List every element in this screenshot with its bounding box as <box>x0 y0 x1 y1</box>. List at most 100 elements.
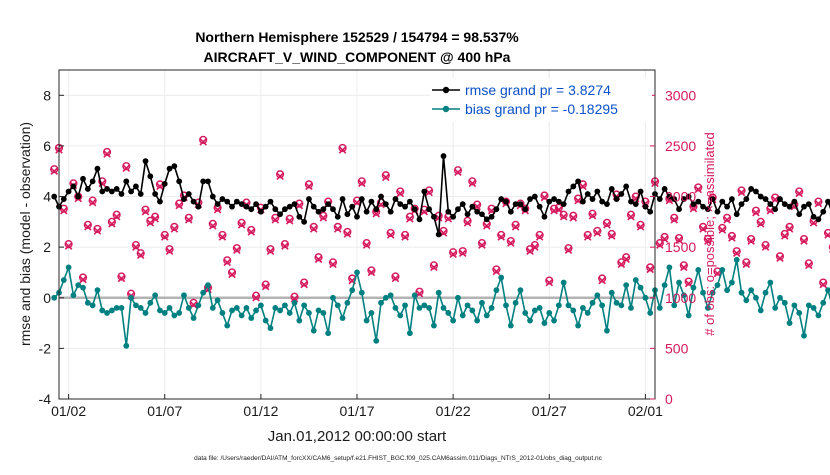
bias-point <box>662 282 668 288</box>
rmse-point <box>787 204 793 210</box>
bias-point <box>282 302 288 308</box>
rmse-point <box>224 199 230 205</box>
bias-point <box>513 300 519 306</box>
bias-point <box>479 300 485 306</box>
rmse-point <box>75 194 81 200</box>
right-tick-label-3: 1500 <box>665 239 696 255</box>
bias-point <box>325 330 331 336</box>
bias-point <box>388 292 394 298</box>
rmse-point <box>657 196 663 202</box>
rmse-point <box>465 211 471 217</box>
bias-point <box>580 305 586 311</box>
rmse-point <box>604 201 610 207</box>
rmse-point <box>162 181 168 187</box>
bias-point <box>469 308 475 314</box>
bias-point <box>599 302 605 308</box>
rmse-point <box>594 189 600 195</box>
rmse-point <box>181 196 187 202</box>
bias-point <box>340 315 346 321</box>
rmse-point <box>431 214 437 220</box>
rmse-point <box>570 184 576 190</box>
bias-point <box>575 323 581 329</box>
bias-point <box>147 300 153 306</box>
rmse-point <box>119 191 125 197</box>
bias-point <box>186 305 192 311</box>
bias-point <box>518 287 524 293</box>
bias-point <box>791 302 797 308</box>
rmse-point <box>806 201 812 207</box>
rmse-point <box>609 186 615 192</box>
bias-point <box>489 305 495 311</box>
bias-point <box>436 290 442 296</box>
bias-point <box>287 310 293 316</box>
rmse-point <box>743 196 749 202</box>
rmse-point <box>186 191 192 197</box>
chart-title-line2: AIRCRAFT_V_WIND_COMPONENT @ 400 hPa <box>204 49 511 65</box>
bias-point <box>335 302 341 308</box>
chart-title-line1: Northern Hemisphere 152529 / 154794 = 98… <box>195 29 519 45</box>
rmse-point <box>739 201 745 207</box>
rmse-point <box>306 196 312 202</box>
bias-point <box>811 305 817 311</box>
bias-point <box>743 297 749 303</box>
bias-point <box>359 290 365 296</box>
rmse-point <box>633 201 639 207</box>
left-axis-label: rmse and bias (model - observation) <box>17 122 33 346</box>
bias-point <box>455 295 461 301</box>
rmse-point <box>378 194 384 200</box>
bias-point <box>412 292 418 298</box>
bias-point <box>633 277 639 283</box>
rmse-point <box>205 178 211 184</box>
rmse-point <box>542 214 548 220</box>
bias-point <box>546 310 552 316</box>
bias-point <box>248 315 254 321</box>
bias-point <box>801 333 807 339</box>
bias-point <box>364 318 370 324</box>
bias-point <box>191 315 197 321</box>
bias-point <box>498 275 504 281</box>
bias-point <box>739 290 745 296</box>
rmse-point <box>258 209 264 215</box>
right-tick-label-0: 0 <box>665 391 673 407</box>
bias-point <box>205 282 211 288</box>
rmse-point <box>90 178 96 184</box>
rmse-point <box>176 178 182 184</box>
rmse-point <box>676 206 682 212</box>
bias-point <box>181 292 187 298</box>
bias-point <box>537 305 543 311</box>
left-tick-label-5: 6 <box>43 138 51 154</box>
bias-point <box>542 320 548 326</box>
bias-point <box>95 287 101 293</box>
bias-point <box>556 302 562 308</box>
rmse-point <box>311 204 317 210</box>
rmse-point <box>268 199 274 205</box>
rmse-point <box>561 201 567 207</box>
bias-point <box>90 302 96 308</box>
rmse-point <box>296 214 302 220</box>
x-tick-label-3: 01/17 <box>339 403 374 419</box>
rmse-point <box>292 201 298 207</box>
bias-point <box>320 310 326 316</box>
rmse-point <box>445 209 451 215</box>
rmse-point <box>566 189 572 195</box>
bias-point <box>268 325 274 331</box>
bias-point <box>816 313 822 319</box>
rmse-point <box>330 206 336 212</box>
bias-point <box>695 267 701 273</box>
x-tick-label-0: 01/02 <box>51 403 86 419</box>
bias-point <box>123 343 129 349</box>
rmse-point <box>455 206 461 212</box>
bias-point <box>503 302 509 308</box>
rmse-point <box>479 211 485 217</box>
bias-point <box>344 300 350 306</box>
rmse-point <box>393 196 399 202</box>
rmse-point <box>489 214 495 220</box>
bias-point <box>642 295 648 301</box>
rmse-point <box>123 178 129 184</box>
bias-point <box>590 300 596 306</box>
rmse-point <box>364 209 370 215</box>
bias-point <box>787 320 793 326</box>
bias-point <box>782 300 788 306</box>
bias-point <box>402 302 408 308</box>
rmse-point <box>407 199 413 205</box>
